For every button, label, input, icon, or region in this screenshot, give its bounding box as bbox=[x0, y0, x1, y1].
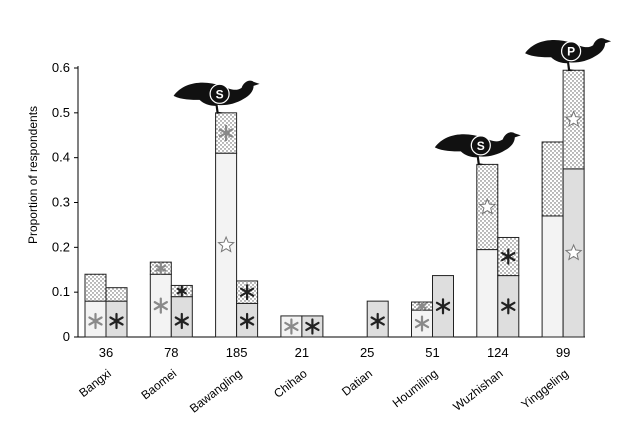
site-label: Yinggeling bbox=[519, 366, 571, 411]
site-label: Houmiling bbox=[390, 366, 441, 410]
grey-asterisk-marker bbox=[218, 124, 234, 142]
y-tick-label: 0.2 bbox=[52, 239, 70, 254]
asterisk-stroke bbox=[218, 128, 234, 138]
asterisk-stroke bbox=[155, 264, 167, 272]
bar-left-wuzhishan bbox=[476, 163, 499, 338]
black-asterisk-marker bbox=[435, 298, 451, 315]
bar-base-segment bbox=[476, 249, 499, 338]
sample-size-label: 99 bbox=[556, 345, 570, 360]
bar-right-baomei bbox=[170, 284, 193, 338]
site-label: Chihao bbox=[271, 366, 310, 401]
bird-letter-label: S bbox=[216, 87, 224, 101]
bird-letter-label: P bbox=[567, 45, 575, 59]
bar-right-datian bbox=[366, 300, 389, 338]
bar-right-chihao bbox=[301, 315, 324, 338]
y-tick-label: 0.6 bbox=[52, 60, 70, 75]
letter-badge bbox=[209, 83, 230, 104]
sample-size-label: 21 bbox=[295, 345, 309, 360]
sample-size-label: 124 bbox=[487, 345, 509, 360]
y-tick-label: 0.4 bbox=[52, 150, 70, 165]
bar-right-yinggeling bbox=[562, 69, 585, 338]
black-asterisk-marker bbox=[305, 318, 320, 335]
site-label: Bawangling bbox=[187, 366, 245, 415]
grey-asterisk-marker bbox=[284, 318, 299, 335]
black-asterisk-marker bbox=[174, 312, 189, 330]
bar-left-houmiling bbox=[411, 300, 433, 338]
star-marker bbox=[564, 110, 583, 128]
y-tick-label: 0.5 bbox=[52, 105, 70, 120]
bar-right-wuzhishan bbox=[497, 236, 520, 338]
asterisk-stroke bbox=[239, 316, 255, 326]
sample-size-label: 36 bbox=[99, 345, 113, 360]
bird-layer: S S P bbox=[173, 38, 612, 166]
label-layer: 36 Bangxi 78 Baomei 185 Bawangling 21 Chihao 25 D… bbox=[76, 345, 571, 416]
black-asterisk-marker bbox=[109, 312, 124, 330]
sample-size-label: 25 bbox=[360, 345, 374, 360]
bar-dotted-segment bbox=[105, 287, 128, 302]
black-asterisk-marker bbox=[176, 285, 187, 297]
bar-right-houmiling bbox=[432, 275, 454, 338]
grey-asterisk-marker bbox=[155, 262, 167, 275]
y-tick-label: 0.1 bbox=[52, 284, 70, 299]
asterisk-stroke bbox=[414, 318, 430, 329]
bar-dotted-segment bbox=[84, 273, 107, 302]
sample-size-label: 51 bbox=[425, 345, 439, 360]
bar-right-bangxi bbox=[105, 287, 128, 338]
bar-left-yinggeling bbox=[541, 141, 564, 338]
bar-dotted-segment bbox=[541, 141, 564, 217]
asterisk-stroke bbox=[176, 287, 187, 295]
letter-badge bbox=[560, 41, 582, 62]
grey-asterisk-marker bbox=[414, 315, 430, 332]
site-label: Wuzhishan bbox=[450, 366, 505, 413]
asterisk-stroke bbox=[417, 302, 427, 310]
asterisk-stroke bbox=[88, 316, 103, 326]
grey-asterisk-marker bbox=[153, 297, 168, 314]
bar-right-bawangling bbox=[236, 280, 259, 338]
pheasant-silhouette-icon: S bbox=[173, 80, 260, 114]
y-tick-label: 0 bbox=[63, 329, 70, 344]
black-asterisk-marker bbox=[239, 284, 255, 301]
site-label: Baomei bbox=[138, 366, 179, 402]
site-label: Bangxi bbox=[76, 366, 114, 400]
asterisk-stroke bbox=[239, 287, 255, 297]
letter-badge bbox=[470, 135, 491, 156]
pheasant-silhouette-icon: S bbox=[434, 132, 521, 166]
grey-asterisk-marker bbox=[88, 312, 103, 330]
sample-size-label: 185 bbox=[226, 345, 248, 360]
star-marker bbox=[564, 243, 583, 261]
asterisk-stroke bbox=[501, 301, 516, 311]
asterisk-stroke bbox=[435, 301, 451, 311]
bar-base-segment bbox=[541, 215, 564, 338]
black-asterisk-marker bbox=[501, 248, 516, 265]
site-label: Datian bbox=[339, 366, 375, 398]
bar-left-baomei bbox=[149, 261, 172, 338]
bar-left-bawangling bbox=[215, 112, 238, 338]
y-axis-title: Proportion of respondents bbox=[26, 106, 40, 244]
bird-letter-label: S bbox=[477, 139, 485, 153]
asterisk-stroke bbox=[109, 316, 124, 326]
y-tick-label: 0.3 bbox=[52, 195, 70, 210]
asterisk-stroke bbox=[305, 321, 320, 332]
asterisk-stroke bbox=[501, 251, 516, 262]
asterisk-stroke bbox=[174, 316, 189, 326]
star-marker bbox=[217, 235, 235, 253]
sample-size-label: 78 bbox=[164, 345, 178, 360]
black-asterisk-marker bbox=[239, 312, 255, 330]
grey-asterisk-marker bbox=[417, 300, 427, 312]
star-marker bbox=[478, 197, 497, 215]
asterisk-stroke bbox=[284, 321, 299, 332]
black-asterisk-marker bbox=[501, 298, 516, 315]
pheasant-silhouette-icon: P bbox=[525, 38, 612, 72]
black-asterisk-marker bbox=[370, 312, 385, 330]
asterisk-stroke bbox=[153, 301, 168, 311]
asterisk-stroke bbox=[370, 316, 385, 326]
bar-layer bbox=[84, 69, 585, 338]
bar-left-chihao bbox=[280, 315, 303, 338]
bar-left-bangxi bbox=[84, 273, 107, 338]
